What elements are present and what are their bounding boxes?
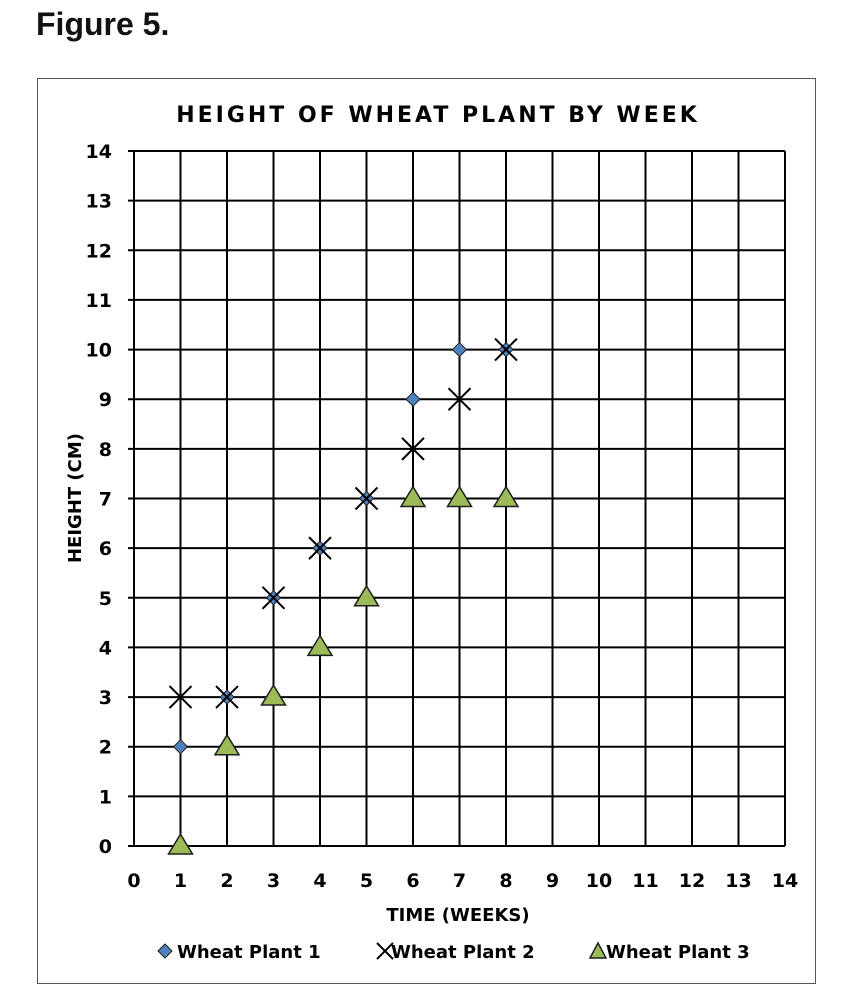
x-tick-14: 14 — [772, 870, 798, 892]
legend-marker-3 — [588, 941, 608, 959]
point-series-2-2 — [215, 685, 239, 709]
x-tick-0: 0 — [127, 870, 140, 892]
chart-title: HEIGHT OF WHEAT PLANT BY WEEK — [176, 103, 700, 128]
y-tick-13: 13 — [86, 191, 112, 213]
x-tick-labels: 0 1 2 3 4 5 6 7 8 9 10 11 12 13 14 — [127, 870, 798, 892]
data-points — [167, 337, 520, 855]
y-tick-10: 10 — [86, 340, 112, 362]
point-series-2-7 — [447, 387, 472, 411]
y-tick-4: 4 — [99, 637, 112, 659]
point-series-2-3 — [261, 586, 286, 610]
point-series-1-1 — [172, 739, 189, 755]
legend-label-wheat-plant-3: Wheat Plant 3 — [606, 942, 750, 963]
point-series-3-7 — [446, 485, 473, 508]
point-series-1-6 — [405, 391, 421, 407]
y-tick-3: 3 — [99, 687, 112, 709]
x-tick-10: 10 — [586, 870, 612, 892]
x-tick-5: 5 — [360, 870, 373, 892]
legend-item-wheat-plant-1: Wheat Plant 1 — [157, 942, 321, 963]
x-tick-4: 4 — [313, 870, 326, 892]
y-axis-label: HEIGHT (CM) — [65, 433, 86, 563]
point-series-3-4 — [306, 634, 334, 657]
point-series-3-2 — [213, 733, 241, 756]
point-series-1-7 — [451, 341, 468, 358]
x-tick-2: 2 — [220, 870, 233, 892]
legend-item-wheat-plant-2: Wheat Plant 2 — [376, 942, 535, 963]
point-series-2-4 — [308, 536, 332, 560]
point-series-3-5 — [353, 584, 380, 607]
point-series-2-1 — [168, 685, 193, 709]
x-tick-8: 8 — [499, 870, 512, 892]
legend-item-wheat-plant-3: Wheat Plant 3 — [588, 941, 750, 963]
y-tick-12: 12 — [86, 240, 112, 262]
y-tick-6: 6 — [99, 538, 112, 560]
y-tick-2: 2 — [99, 737, 112, 759]
y-tick-11: 11 — [86, 290, 112, 312]
y-tick-0: 0 — [99, 836, 112, 858]
x-tick-13: 13 — [725, 870, 751, 892]
y-tick-7: 7 — [99, 489, 112, 511]
point-series-3-3 — [260, 683, 287, 706]
x-tick-11: 11 — [632, 870, 658, 892]
point-series-2-6 — [401, 437, 425, 461]
point-series-3-6 — [399, 485, 427, 508]
legend: Wheat Plant 1 Wheat Plant 2 Wheat Plant … — [157, 941, 750, 963]
x-tick-12: 12 — [679, 870, 705, 892]
y-tick-8: 8 — [99, 439, 112, 461]
point-series-2-5 — [354, 486, 379, 511]
figure-label: Figure 5. — [36, 6, 170, 42]
y-tick-1: 1 — [99, 786, 112, 808]
legend-label-wheat-plant-2: Wheat Plant 2 — [391, 942, 535, 963]
y-tick-5: 5 — [99, 588, 112, 610]
x-tick-1: 1 — [174, 870, 187, 892]
point-series-2-8 — [494, 337, 518, 362]
x-tick-7: 7 — [453, 870, 466, 892]
y-tick-14: 14 — [86, 141, 112, 163]
x-axis-label: TIME (WEEKS) — [386, 905, 529, 926]
y-tick-9: 9 — [99, 389, 112, 411]
legend-marker-1 — [157, 943, 173, 959]
legend-label-wheat-plant-1: Wheat Plant 1 — [177, 942, 321, 963]
chart-frame — [37, 78, 816, 984]
point-series-3-1 — [167, 832, 194, 855]
x-tick-3: 3 — [267, 870, 280, 892]
grid — [128, 150, 786, 847]
legend-marker-2 — [376, 942, 394, 960]
x-tick-9: 9 — [546, 870, 559, 892]
point-series-3-8 — [492, 485, 520, 508]
x-tick-6: 6 — [406, 870, 419, 892]
